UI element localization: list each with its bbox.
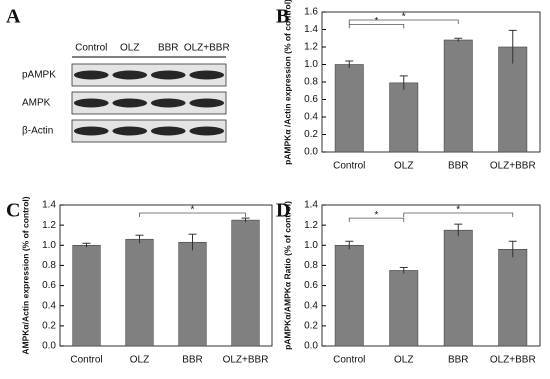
significance-label: * <box>375 16 379 27</box>
row-label: β-Actin <box>22 126 53 137</box>
bar <box>72 244 101 347</box>
blot-band <box>150 126 186 136</box>
bar <box>443 229 473 347</box>
x-tick-label: BBR <box>448 355 469 366</box>
y-tick-label: 1.0 <box>304 240 318 251</box>
significance-label: * <box>402 12 406 23</box>
x-tick-label: OLZ+BBR <box>490 161 536 172</box>
bar <box>178 241 207 347</box>
y-tick-label: 0.6 <box>42 280 56 291</box>
bar <box>498 249 528 347</box>
x-tick-label: BBR <box>448 161 469 172</box>
bar <box>389 82 419 153</box>
plot-frame <box>59 204 273 347</box>
y-tick-label: 1.0 <box>304 59 318 70</box>
y-tick-label: 1.2 <box>304 42 318 53</box>
y-tick-label: 0.0 <box>304 147 318 158</box>
x-tick-label: OLZ <box>130 355 149 366</box>
y-tick-label: 0.6 <box>304 94 318 105</box>
y-tick-label: 0.6 <box>304 280 318 291</box>
y-tick-label: 0.2 <box>304 320 318 331</box>
blot-band <box>150 70 186 80</box>
x-tick-label: Control <box>333 161 365 172</box>
x-tick-label: OLZ+BBR <box>490 355 536 366</box>
blot-band <box>189 70 225 80</box>
y-tick-label: 1.0 <box>42 240 56 251</box>
blot-strip <box>71 119 227 143</box>
bar <box>334 244 364 347</box>
blot-band <box>189 126 225 136</box>
blot-band <box>73 126 109 136</box>
blot-band <box>189 98 225 108</box>
plot-frame <box>321 204 541 347</box>
y-tick-label: 0.8 <box>304 260 318 271</box>
y-axis-label: pAMPKα/AMPKα Ratio (% of control) <box>282 201 292 350</box>
blot-band <box>150 98 186 108</box>
blot-band <box>73 98 109 108</box>
y-tick-label: 0.4 <box>304 300 318 311</box>
y-tick-label: 0.4 <box>304 112 318 123</box>
significance-label: * <box>375 210 379 221</box>
y-tick-label: 0.2 <box>304 129 318 140</box>
panel-label: A <box>6 6 21 28</box>
significance-bracket <box>348 19 459 24</box>
lane-label: BBR <box>158 43 179 54</box>
lane-label: OLZ+BBR <box>184 43 230 54</box>
blot-band <box>112 98 148 108</box>
significance-label: * <box>191 205 195 216</box>
y-tick-label: 0.2 <box>42 320 56 331</box>
panel-label: C <box>6 200 20 222</box>
significance-bracket <box>403 212 514 217</box>
bar <box>443 39 473 153</box>
bar <box>125 238 154 347</box>
y-tick-label: 1.2 <box>42 220 56 231</box>
blot-strip <box>71 63 227 87</box>
significance-bracket <box>139 212 246 217</box>
bar <box>389 270 419 347</box>
panel-label: D <box>276 200 290 222</box>
x-tick-label: OLZ+BBR <box>223 355 269 366</box>
significance-bracket <box>348 23 405 29</box>
y-axis-label: pAMPKα /Actin expression (% of control) <box>282 0 292 165</box>
blot-band <box>112 126 148 136</box>
y-tick-label: 1.4 <box>304 24 318 35</box>
blot-strip <box>71 91 227 115</box>
significance-bracket <box>348 217 405 223</box>
y-axis-label: AMPKα/Actin expression (% of control) <box>20 196 30 354</box>
y-tick-label: 1.4 <box>304 200 318 211</box>
row-label: pAMPK <box>22 70 56 81</box>
significance-label: * <box>456 205 460 216</box>
lane-label: Control <box>75 43 107 54</box>
panel-label: B <box>276 6 289 28</box>
y-tick-label: 0.0 <box>42 341 56 352</box>
y-tick-label: 1.2 <box>304 220 318 231</box>
x-tick-label: Control <box>333 355 365 366</box>
y-tick-label: 0.8 <box>304 77 318 88</box>
blot-band <box>73 70 109 80</box>
y-tick-label: 1.6 <box>304 7 318 18</box>
x-tick-label: Control <box>70 355 102 366</box>
x-tick-label: OLZ <box>394 161 413 172</box>
x-tick-label: OLZ <box>394 355 413 366</box>
blot-band <box>112 70 148 80</box>
y-tick-label: 0.4 <box>42 300 56 311</box>
y-tick-label: 1.4 <box>42 200 56 211</box>
y-tick-label: 0.0 <box>304 341 318 352</box>
bar <box>231 219 260 347</box>
y-tick-label: 0.8 <box>42 260 56 271</box>
lane-label: OLZ <box>120 43 139 54</box>
x-tick-label: BBR <box>182 355 203 366</box>
row-label: AMPK <box>22 98 51 109</box>
bar <box>334 64 364 153</box>
